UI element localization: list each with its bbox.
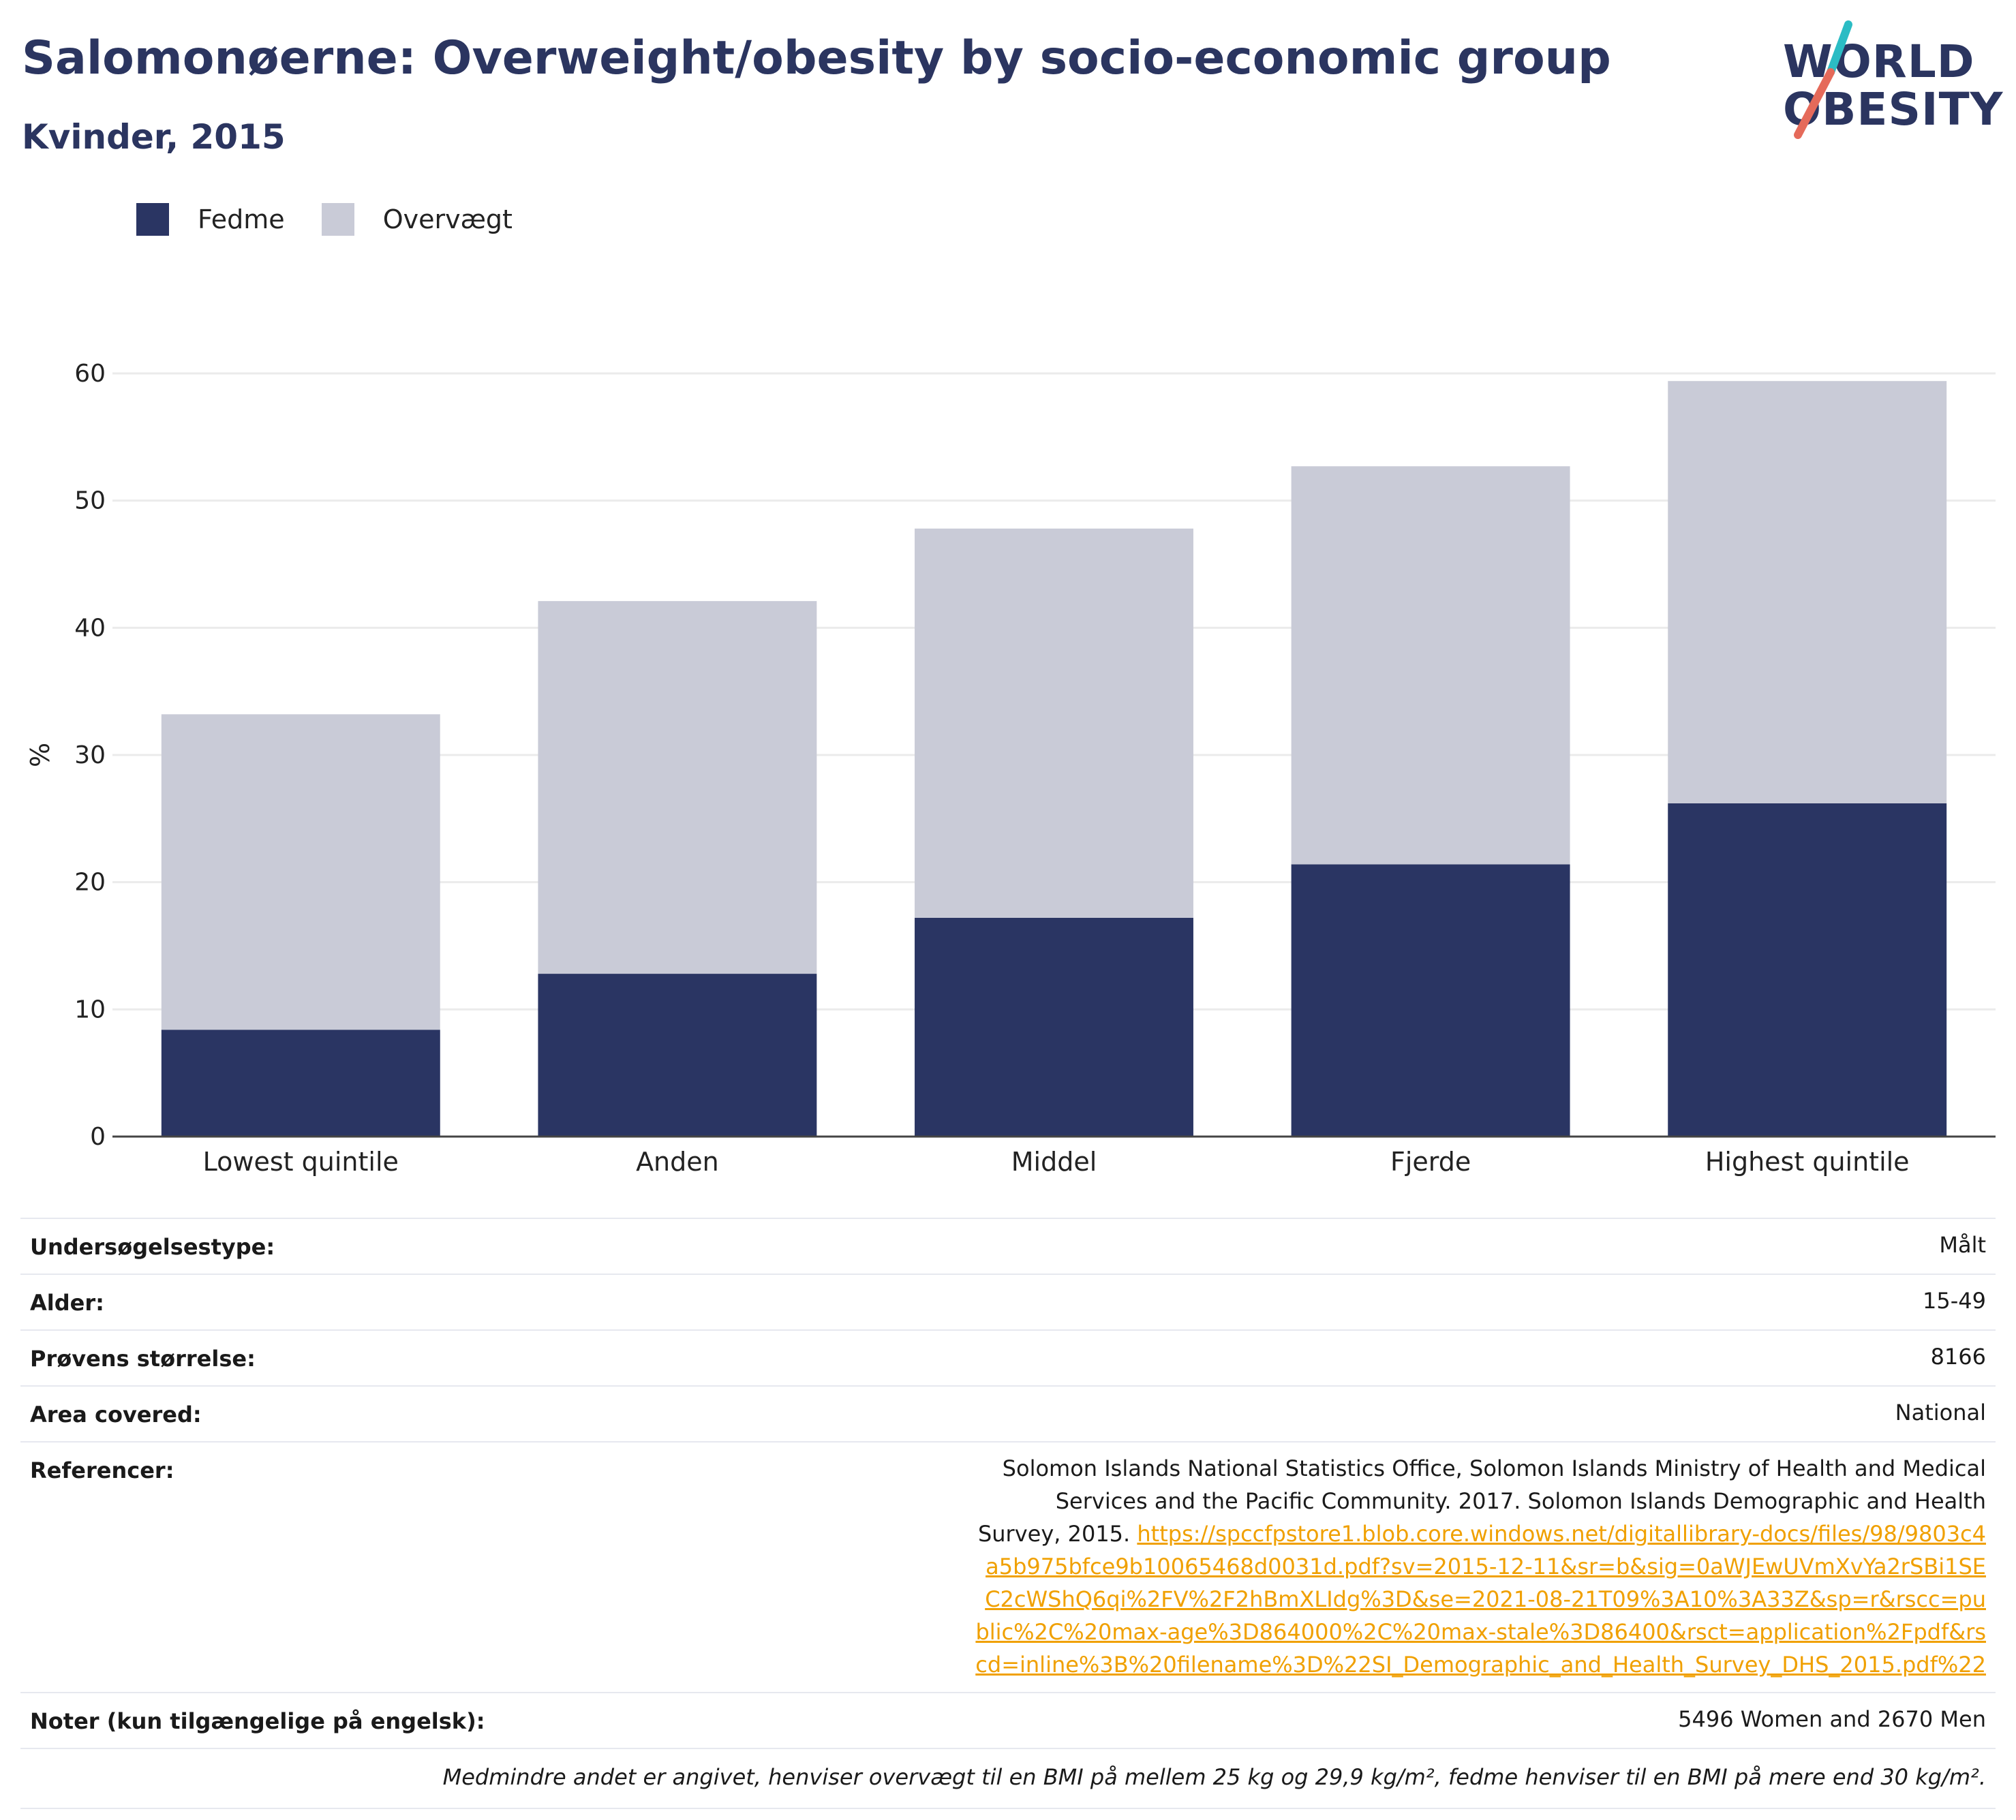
- y-tick-label-30: 30: [74, 741, 106, 769]
- legend-label-overvaegt: Overvægt: [382, 204, 513, 234]
- survey-type-value: Målt: [494, 1218, 1996, 1275]
- y-tick-label-20: 20: [74, 869, 106, 897]
- x-tick-label-2: Middel: [1011, 1147, 1097, 1177]
- logo-slash-icon: [1794, 20, 1852, 139]
- legend-item-overvaegt[interactable]: Overvægt: [321, 203, 513, 236]
- chart-legend: Fedme Overvægt: [136, 203, 549, 236]
- info-row-footnote: Medmindre andet er angivet, henviser ove…: [20, 1748, 1996, 1809]
- survey-info-table: Undersøgelsestype: Målt Alder: 15-49 Prø…: [20, 1218, 1996, 1809]
- sample-size-value: 8166: [494, 1330, 1996, 1387]
- age-label: Alder:: [20, 1274, 495, 1331]
- logo-text-world: WORLD: [1783, 35, 1975, 88]
- info-row-references: Referencer: Solomon Islands National Sta…: [20, 1442, 1996, 1693]
- bar-fedme-0: [161, 1030, 440, 1137]
- x-tick-label-0: Lowest quintile: [203, 1147, 399, 1177]
- bar-chart: 0 10 20 30 40 50 60% Lowest quintile Anden Middel…: [25, 360, 1996, 1177]
- footnote: Medmindre andet er angivet, henviser ove…: [20, 1748, 1996, 1809]
- sample-size-label: Prøvens størrelse:: [20, 1330, 495, 1387]
- bar-overvaegt-4: [1668, 381, 1947, 803]
- bar-overvaegt-2: [915, 528, 1193, 918]
- references-link[interactable]: https://spccfpstore1.blob.core.windows.n…: [975, 1521, 1986, 1678]
- chart-title: Salomonøerne: Overweight/obesity by soci…: [22, 31, 1611, 85]
- area-value: National: [494, 1386, 1996, 1443]
- x-tick-label-4: Highest quintile: [1705, 1147, 1910, 1177]
- bar-fedme-2: [915, 917, 1193, 1137]
- y-tick-label-10: 10: [74, 996, 106, 1023]
- bar-fedme-3: [1291, 864, 1570, 1137]
- world-obesity-logo[interactable]: WORLD OBESITY: [1772, 20, 2004, 143]
- x-tick-label-1: Anden: [636, 1147, 719, 1177]
- info-row-area: Area covered: National: [20, 1386, 1996, 1443]
- notes-label: Noter (kun tilgængelige på engelsk):: [20, 1693, 495, 1749]
- bar-fedme-1: [538, 974, 817, 1137]
- y-tick-label-40: 40: [74, 614, 106, 642]
- bar-overvaegt-3: [1291, 466, 1570, 865]
- notes-value: 5496 Women and 2670 Men: [494, 1693, 1996, 1749]
- area-label: Area covered:: [20, 1386, 495, 1443]
- legend-swatch-fedme: [136, 203, 169, 236]
- survey-type-label: Undersøgelsestype:: [20, 1218, 495, 1275]
- references-value: Solomon Islands National Statistics Offi…: [494, 1442, 1996, 1693]
- references-text: Solomon Islands National Statistics Offi…: [977, 1455, 1986, 1547]
- y-tick-label-0: 0: [90, 1123, 106, 1151]
- y-tick-label-50: 50: [74, 487, 106, 515]
- legend-label-fedme: Fedme: [198, 204, 285, 234]
- info-row-sample-size: Prøvens størrelse: 8166: [20, 1330, 1996, 1387]
- references-label: Referencer:: [20, 1442, 495, 1693]
- info-row-notes: Noter (kun tilgængelige på engelsk): 549…: [20, 1693, 1996, 1749]
- bar-overvaegt-0: [161, 714, 440, 1030]
- bar-fedme-4: [1668, 803, 1947, 1137]
- y-axis-label: %: [25, 743, 55, 767]
- chart-subtitle: Kvinder, 2015: [22, 117, 286, 157]
- legend-item-fedme[interactable]: Fedme: [136, 203, 285, 236]
- info-row-survey-type: Undersøgelsestype: Målt: [20, 1218, 1996, 1275]
- x-tick-label-3: Fjerde: [1390, 1147, 1471, 1177]
- age-value: 15-49: [494, 1274, 1996, 1331]
- info-row-age: Alder: 15-49: [20, 1274, 1996, 1331]
- bar-overvaegt-1: [538, 601, 817, 974]
- legend-swatch-overvaegt: [321, 203, 354, 236]
- y-tick-label-60: 60: [74, 360, 106, 388]
